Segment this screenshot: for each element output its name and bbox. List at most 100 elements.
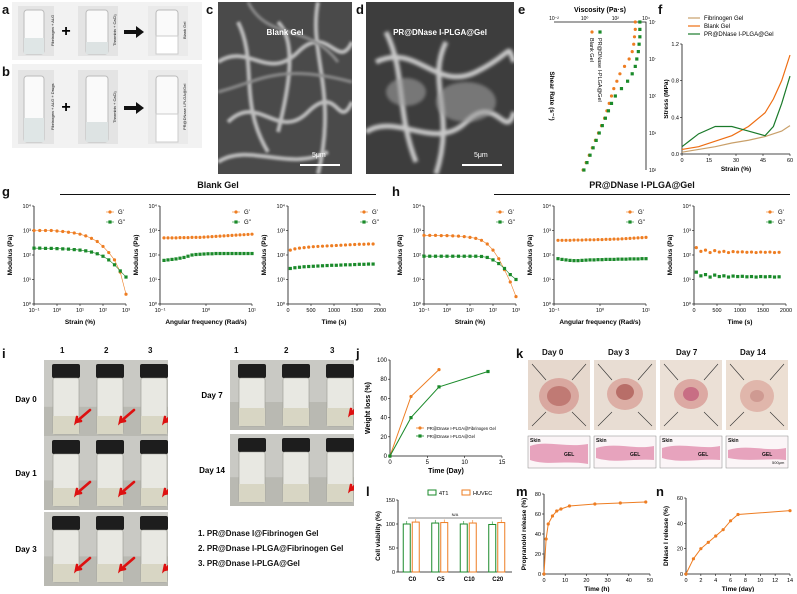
data-point-Gp (242, 233, 246, 237)
data-point-Gp (307, 245, 311, 249)
data-point-Gpp (708, 275, 712, 279)
y-tick-label: 20 (535, 552, 541, 558)
y-tick-label: 10³ (23, 229, 31, 235)
sem-d-scale: 5μm (474, 152, 488, 159)
data-point-Gp (202, 235, 206, 239)
x-axis-label: Angular frequency (Rad/s) (165, 319, 246, 326)
vial-cap (238, 364, 266, 378)
vial-cap (326, 438, 354, 452)
histology-day7 (659, 435, 723, 469)
data-point-0 (609, 94, 614, 98)
data-point-Gpp (568, 258, 572, 262)
data-point-Gp (564, 238, 568, 242)
series-line (424, 235, 517, 297)
x-tick-label: 1000 (734, 308, 746, 314)
data-point (721, 528, 725, 532)
data-point-Gpp (302, 265, 306, 269)
axis-lines (33, 206, 126, 305)
data-point-0 (627, 57, 631, 61)
day-label: Day 3 (15, 545, 37, 554)
y-tick-label: 10² (149, 253, 157, 259)
x-tick-label: 50 (647, 578, 653, 584)
data-point-1 (591, 146, 595, 150)
bar-4T1 (488, 523, 497, 573)
bar-HUVEC (411, 521, 420, 573)
data-point-Gpp (343, 263, 348, 267)
side-tick-label: 10² (649, 168, 656, 174)
vial-liquid (97, 416, 123, 434)
legend-item-3: 3. PR@Dnase I-PLGA@Gel (198, 559, 300, 568)
x-tick-label: 45 (760, 158, 766, 164)
data-point-Gp (214, 234, 218, 238)
legend-label: G' (778, 210, 784, 216)
legend-label: Blank Gel (588, 38, 594, 62)
legend-item-2: 2. PR@Dnase I-PLGA@Fibrinogen Gel (198, 544, 344, 553)
x-tick-label: 15 (499, 460, 506, 466)
data-point-Gp (604, 237, 608, 241)
data-point-Gp (210, 235, 214, 239)
data-point-Gpp (772, 275, 777, 279)
vial1-label-b: Fibrinogen + ALG + Drugs (50, 83, 55, 131)
data-point-Gp (182, 236, 186, 240)
data-point-Gp (320, 244, 325, 248)
axis-lines (287, 206, 380, 305)
vial-row-day3: Day 3 (8, 512, 180, 586)
chart-f-stress: 0 15 30 45 60 0.0 0.4 0.8 1.2 Strain (%) Stress (M… (664, 16, 793, 173)
x-category-label: C10 (464, 577, 476, 583)
data-point-0 (630, 50, 634, 54)
x-tick-label: 1500 (351, 308, 363, 314)
x-tick-label: 0 (388, 460, 392, 466)
y-tick-label: 10² (23, 253, 31, 259)
y-tick-label: 80 (535, 492, 541, 498)
data-point-Gpp (198, 252, 202, 256)
day-label: Day 7 (201, 391, 223, 400)
y-tick-label: 10¹ (543, 278, 551, 284)
data-point (618, 501, 622, 505)
bar-HUVEC (497, 522, 506, 573)
panel-b: + Fibrinogen + ALG + Drugs Thrombin + Ca… (12, 64, 202, 148)
series-line-1 (681, 54, 791, 151)
data-point-1 (609, 101, 614, 105)
data-point-Gpp (325, 263, 329, 268)
vial-row-day0: Day 0 (8, 360, 180, 438)
data-point-Gp (206, 235, 210, 239)
data-point-Gpp (636, 257, 640, 261)
data-point-Gp (234, 233, 238, 237)
data-point-Gpp (777, 275, 781, 279)
data-point-Gp (186, 236, 190, 240)
data-point (409, 394, 413, 399)
x-axis-label: Strain (%) (65, 319, 95, 326)
x-tick-label: 10⁻¹ (155, 308, 166, 314)
x-tick-label: 30 (605, 578, 611, 584)
y-tick-label: 60 (380, 396, 387, 402)
panel-letter-k: k (516, 346, 524, 361)
legend-label: G'' (118, 220, 125, 226)
histology-day0 (527, 435, 591, 469)
data-point-Gp (293, 247, 297, 251)
vial-cap (96, 440, 124, 454)
data-point-Gpp (604, 257, 608, 262)
data-point-0 (622, 64, 627, 68)
y-tick-label: 10⁴ (413, 203, 422, 210)
y-tick-label: 0.0 (671, 152, 679, 158)
y-tick-label: 10⁰ (683, 301, 692, 308)
vial2-label-b: Thrombin + CaCl₂ (112, 91, 117, 123)
red-arrow-icon (73, 480, 92, 498)
col-2-label: 2 (104, 346, 109, 355)
series-line-0 (685, 510, 791, 575)
k-gel-0: GEL (564, 452, 575, 458)
bar-HUVEC (440, 522, 449, 573)
y-tick-label: 50 (389, 546, 395, 552)
data-point-1 (613, 94, 617, 98)
vial-photo: Day 3 (15, 512, 180, 586)
data-point-Gp (736, 250, 740, 254)
legend-marker (590, 30, 594, 34)
x-tick-label: 0 (542, 578, 545, 584)
chart-n-dnase: 0 2 4 6 8 10 12 14 0 20 40 60 Time (day) DNase I rele… (663, 496, 793, 592)
data-point (544, 537, 548, 541)
series-line (34, 247, 127, 278)
x-axis-label: Time (s) (322, 319, 347, 326)
y-tick-label: 10⁰ (413, 301, 422, 308)
y-tick-label: 10⁴ (23, 203, 32, 210)
